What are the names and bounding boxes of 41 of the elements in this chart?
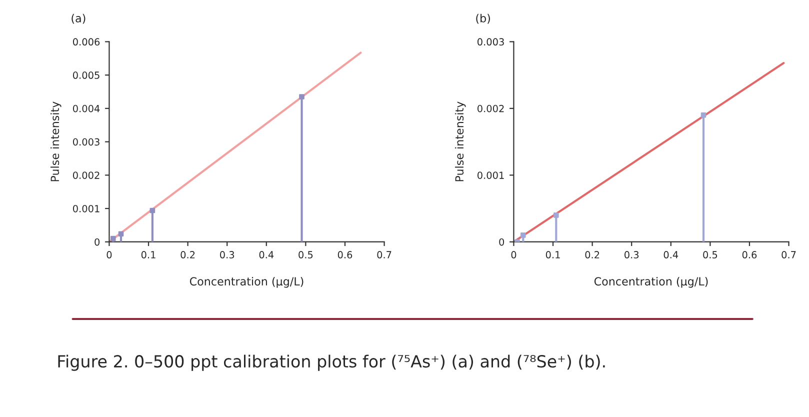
y-tick-label: 0.001 (477, 172, 504, 179)
x-tick-label: 0.5 (298, 251, 313, 258)
y-axis-title: Pulse intensity (454, 102, 466, 182)
y-tick-label: 0 (499, 238, 504, 246)
x-tick-label: 0.1 (141, 251, 156, 258)
x-axis-title: Concentration (µg/L) (190, 276, 304, 288)
y-tick-label: 0.005 (72, 72, 100, 79)
y-tick-label: 0.003 (72, 138, 100, 146)
point (118, 231, 124, 237)
x-tick-label: 0 (511, 251, 516, 258)
chart-title: (a) (72, 14, 86, 24)
point (150, 208, 156, 214)
x-tick-label: 0.6 (338, 251, 352, 258)
x-tick-label: 0.1 (546, 251, 560, 258)
y-tick-label: 0.003 (477, 38, 504, 46)
y-axis-title: Pulse intensity (50, 102, 62, 182)
y-tick-label: 0.004 (72, 104, 100, 112)
y-tick-label: 0.002 (72, 172, 100, 179)
caption: Figure 2. 0–500 ppt calibration plots for (⁷⁵As⁺) (a) and (⁷⁸Se⁺) (b). (58, 354, 605, 371)
chart-title: (b) (476, 14, 490, 24)
y-tick-label: 0.002 (477, 104, 504, 112)
x-tick-label: 0.5 (703, 251, 718, 258)
point (700, 112, 706, 118)
y-tick-label: 0 (94, 238, 100, 246)
point (110, 236, 116, 242)
x-axis-title: Concentration (µg/L) (594, 276, 708, 288)
point (299, 94, 304, 100)
x-tick-label: 0.6 (742, 251, 757, 258)
x-tick-label: 0.3 (220, 251, 234, 258)
x-tick-label: 0.7 (377, 251, 392, 258)
x-tick-label: 0.2 (180, 251, 195, 258)
point (520, 232, 526, 238)
x-tick-label: 0 (106, 251, 112, 258)
x-tick-label: 0.3 (624, 251, 639, 258)
y-tick-label: 0.001 (72, 204, 100, 212)
point (553, 212, 559, 218)
x-tick-label: 0.7 (782, 251, 796, 258)
y-tick-label: 0.006 (72, 38, 100, 46)
x-tick-label: 0.4 (259, 251, 274, 258)
x-tick-label: 0.2 (585, 251, 600, 258)
x-tick-label: 0.4 (664, 251, 678, 258)
